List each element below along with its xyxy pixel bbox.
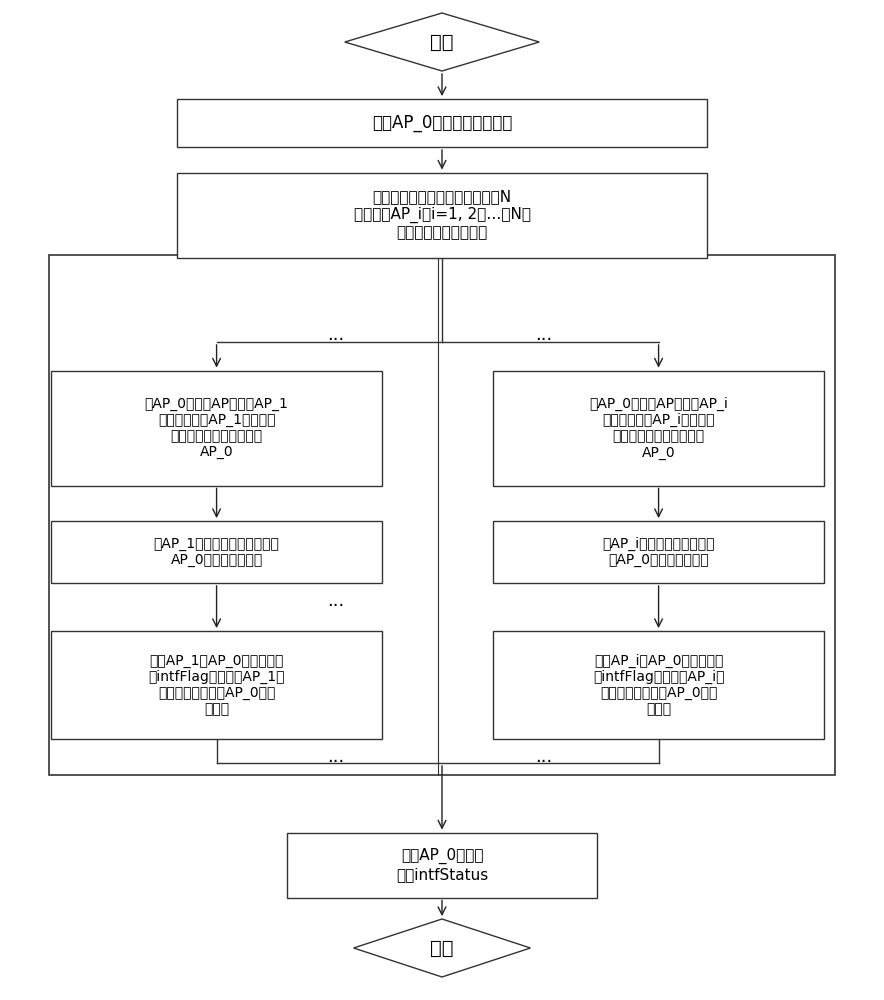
Text: 将AP_0的邻居AP列表中AP_1
的信息拷贝到AP_1的干扰情
况评估表中，表头更换为
AP_0: 将AP_0的邻居AP列表中AP_1 的信息拷贝到AP_1的干扰情 况评估表中，表…	[145, 397, 288, 459]
FancyBboxPatch shape	[287, 832, 597, 898]
Polygon shape	[354, 919, 530, 977]
Text: 在AP_i的干扰情况评估表中
的AP_0项中添加时间戳: 在AP_i的干扰情况评估表中 的AP_0项中添加时间戳	[602, 537, 715, 567]
FancyBboxPatch shape	[51, 370, 382, 486]
FancyBboxPatch shape	[177, 99, 707, 147]
Text: 计算AP_i对AP_0的干扰标志
位intfFlag并记录在AP_i的
干扰情况评估表中AP_0项的
对应位: 计算AP_i对AP_0的干扰标志 位intfFlag并记录在AP_i的 干扰情况…	[593, 653, 724, 717]
Text: ···: ···	[327, 597, 345, 615]
Text: 开始: 开始	[431, 32, 453, 51]
Text: 将AP_0的邻居AP列表中AP_i
的信息拷贝到AP_i的干扰情
况评估表中，表头更换为
AP_0: 将AP_0的邻居AP列表中AP_i 的信息拷贝到AP_i的干扰情 况评估表中，表…	[589, 396, 728, 460]
Text: ···: ···	[327, 331, 345, 349]
Polygon shape	[345, 13, 539, 71]
FancyBboxPatch shape	[177, 172, 707, 257]
Text: 更新AP_0的信道质量评估表: 更新AP_0的信道质量评估表	[372, 114, 512, 132]
Text: 在AP_1的干扰情况评估表中的
AP_0项中添加时间戳: 在AP_1的干扰情况评估表中的 AP_0项中添加时间戳	[154, 537, 279, 567]
Text: 计算AP_0的干扰
状态intfStatus: 计算AP_0的干扰 状态intfStatus	[396, 848, 488, 882]
FancyBboxPatch shape	[493, 370, 825, 486]
FancyBboxPatch shape	[493, 631, 825, 739]
Text: 触发其信道质量评估表中记录的N
个同频邻AP_i（i=1, 2，…，N）
更新其干扰情况评估表: 触发其信道质量评估表中记录的N 个同频邻AP_i（i=1, 2，…，N） 更新其…	[354, 189, 530, 241]
Text: ···: ···	[327, 753, 345, 771]
FancyBboxPatch shape	[49, 255, 835, 775]
FancyBboxPatch shape	[51, 631, 382, 739]
FancyBboxPatch shape	[51, 521, 382, 583]
Text: ···: ···	[535, 331, 552, 349]
FancyBboxPatch shape	[493, 521, 825, 583]
Text: 结束: 结束	[431, 938, 453, 958]
Text: 计算AP_1对AP_0的干扰标志
位intfFlag并记录在AP_1的
干扰情况评估表中AP_0项的
对应位: 计算AP_1对AP_0的干扰标志 位intfFlag并记录在AP_1的 干扰情况…	[149, 654, 285, 716]
Text: ···: ···	[535, 753, 552, 771]
